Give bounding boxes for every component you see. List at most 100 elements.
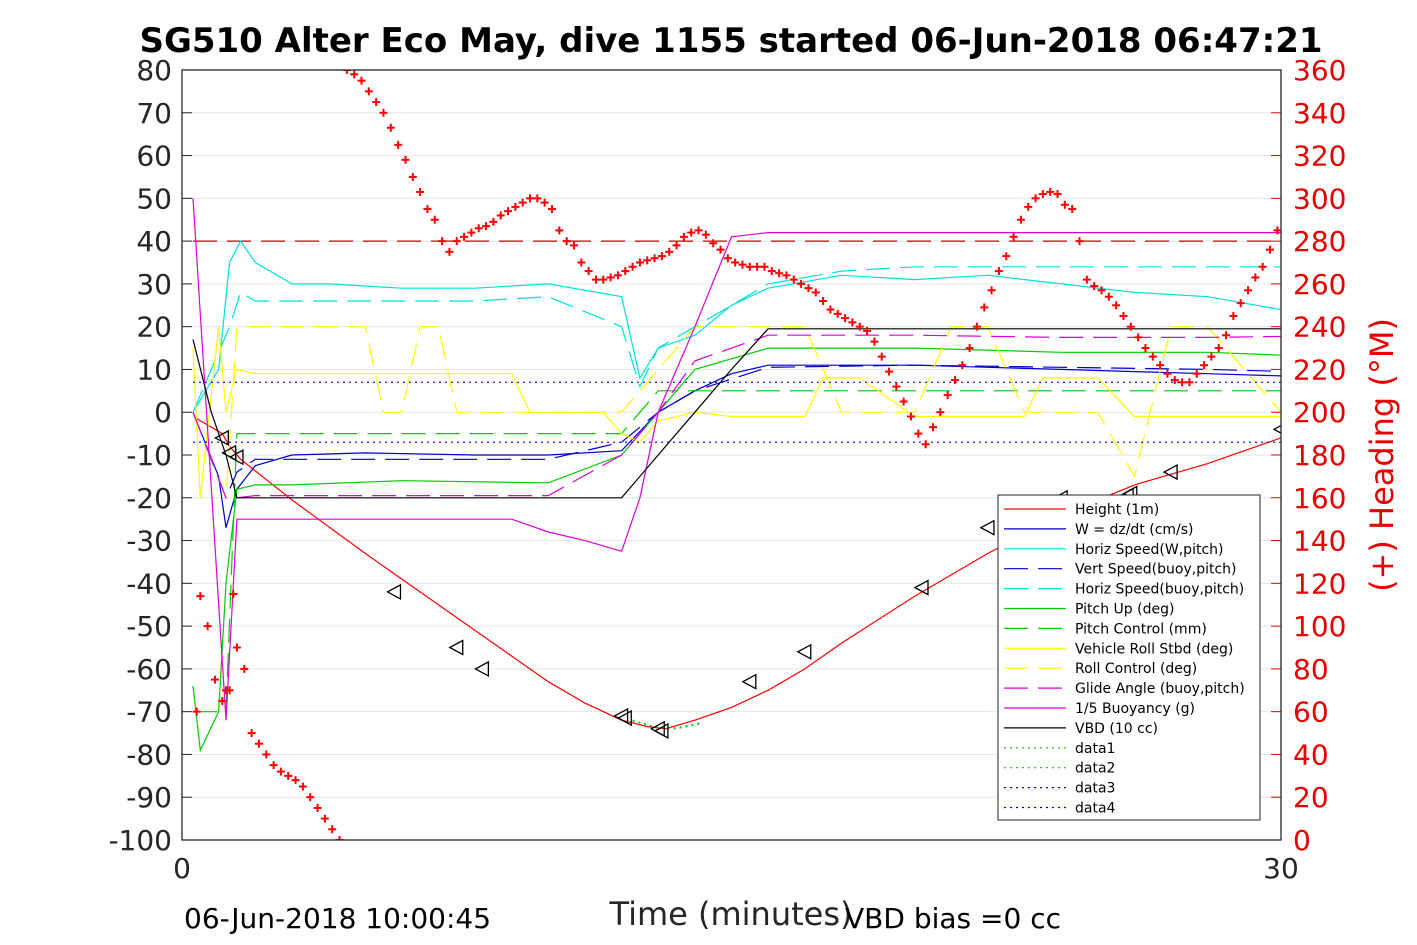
legend: Height (1m) W = dz/dt (cm/s) Horiz Speed(W…: [997, 494, 1261, 821]
heading-marker: [320, 814, 329, 823]
right-tick-label: 160: [1293, 482, 1346, 515]
heading-marker: [225, 686, 234, 695]
series-line-7: [192, 326, 1281, 498]
heading-marker: [679, 232, 688, 241]
heading-marker: [284, 771, 293, 780]
triangle-marker: [616, 709, 632, 727]
heading-marker: [1031, 194, 1040, 203]
heading-marker: [921, 440, 930, 449]
heading-marker: [613, 271, 622, 280]
footer-vbd-bias: VBD bias =0 cc: [845, 902, 1061, 935]
plot-area: [192, 70, 1281, 840]
legend-label: W = dz/dt (cm/s): [1075, 522, 1194, 538]
heading-marker: [972, 322, 981, 331]
heading-marker: [350, 70, 359, 79]
heading-marker: [482, 222, 491, 231]
heading-marker: [723, 254, 732, 263]
right-tick-label: 20: [1293, 781, 1329, 814]
left-tick-label: -10: [126, 439, 172, 472]
heading-marker: [547, 205, 556, 214]
heading-marker: [1207, 352, 1216, 361]
heading-marker: [584, 267, 593, 276]
heading-marker: [1178, 378, 1187, 387]
heading-marker: [298, 782, 307, 791]
heading-marker: [229, 590, 238, 599]
heading-marker: [591, 275, 600, 284]
right-tick-label: 40: [1293, 738, 1329, 771]
heading-marker: [445, 247, 454, 256]
heading-marker: [643, 256, 652, 265]
heading-marker: [342, 70, 351, 74]
heading-marker: [1222, 331, 1231, 340]
left-tick-label: 50: [136, 182, 172, 215]
x-tick-label: 0: [173, 852, 191, 885]
right-tick-label: 240: [1293, 311, 1346, 344]
heading-marker: [1038, 190, 1047, 199]
heading-marker: [965, 344, 974, 353]
heading-marker: [1273, 226, 1281, 235]
heading-marker: [291, 776, 300, 785]
heading-marker: [335, 836, 344, 840]
heading-marker: [1024, 202, 1033, 211]
heading-marker: [569, 241, 578, 250]
heading-marker: [1112, 301, 1121, 310]
legend-label: Vehicle Roll Stbd (deg): [1075, 641, 1233, 657]
left-tick-label: 80: [136, 54, 172, 87]
heading-marker: [936, 408, 945, 417]
heading-marker: [364, 87, 373, 96]
left-tick-label: 20: [136, 311, 172, 344]
right-tick-label: 260: [1293, 268, 1346, 301]
heading-marker: [731, 258, 740, 267]
heading-marker: [819, 297, 828, 305]
heading-marker: [1068, 205, 1077, 214]
heading-marker: [562, 237, 571, 246]
legend-label: Height (1m): [1075, 502, 1159, 518]
heading-marker: [533, 194, 542, 203]
heading-marker: [1002, 252, 1011, 261]
heading-marker: [416, 187, 425, 196]
heading-marker: [1258, 262, 1267, 271]
triangle-marker: [979, 519, 995, 536]
heading-marker: [1200, 361, 1209, 370]
heading-marker: [1156, 361, 1165, 370]
left-tick-label: -30: [126, 525, 172, 558]
heading-marker: [621, 267, 630, 276]
left-tick-label: -20: [126, 482, 172, 515]
heading-marker: [1244, 286, 1253, 295]
heading-marker: [914, 429, 923, 438]
heading-marker: [665, 247, 674, 256]
heading-marker: [555, 226, 564, 235]
heading-marker: [379, 108, 388, 117]
triangle-marker: [796, 643, 812, 660]
x-axis-label: Time (minutes): [609, 895, 853, 933]
heading-marker: [950, 376, 959, 385]
heading-marker: [1148, 352, 1157, 361]
heading-marker: [423, 205, 432, 214]
legend-label: data3: [1075, 781, 1115, 797]
legend-label: Horiz Speed(W,pitch): [1075, 542, 1223, 558]
triangle-marker: [213, 429, 229, 446]
triangle-marker: [474, 660, 490, 677]
heading-marker: [518, 198, 527, 207]
heading-marker: [701, 230, 710, 239]
right-tick-label: 220: [1293, 353, 1346, 386]
heading-marker: [232, 643, 241, 652]
heading-marker: [1053, 190, 1062, 199]
heading-marker: [269, 761, 278, 770]
heading-marker: [1082, 275, 1091, 284]
heading-marker: [262, 750, 271, 759]
heading-marker: [804, 284, 813, 293]
heading-marker: [1119, 311, 1128, 320]
right-tick-label: 320: [1293, 140, 1346, 173]
footer-timestamp: 06-Jun-2018 10:00:45: [184, 902, 491, 935]
right-tick-label: 360: [1293, 54, 1346, 87]
heading-marker: [994, 267, 1003, 276]
heading-marker: [496, 211, 505, 220]
heading-marker: [907, 412, 916, 421]
series-line-10: [192, 198, 1281, 721]
right-axis-ticks: 3603403203002802602402202001801601401201…: [1271, 54, 1346, 857]
heading-marker: [1280, 214, 1281, 217]
chart-title: SG510 Alter Eco May, dive 1155 started 0…: [139, 21, 1322, 61]
right-tick-label: 80: [1293, 653, 1329, 686]
heading-marker: [526, 194, 535, 203]
